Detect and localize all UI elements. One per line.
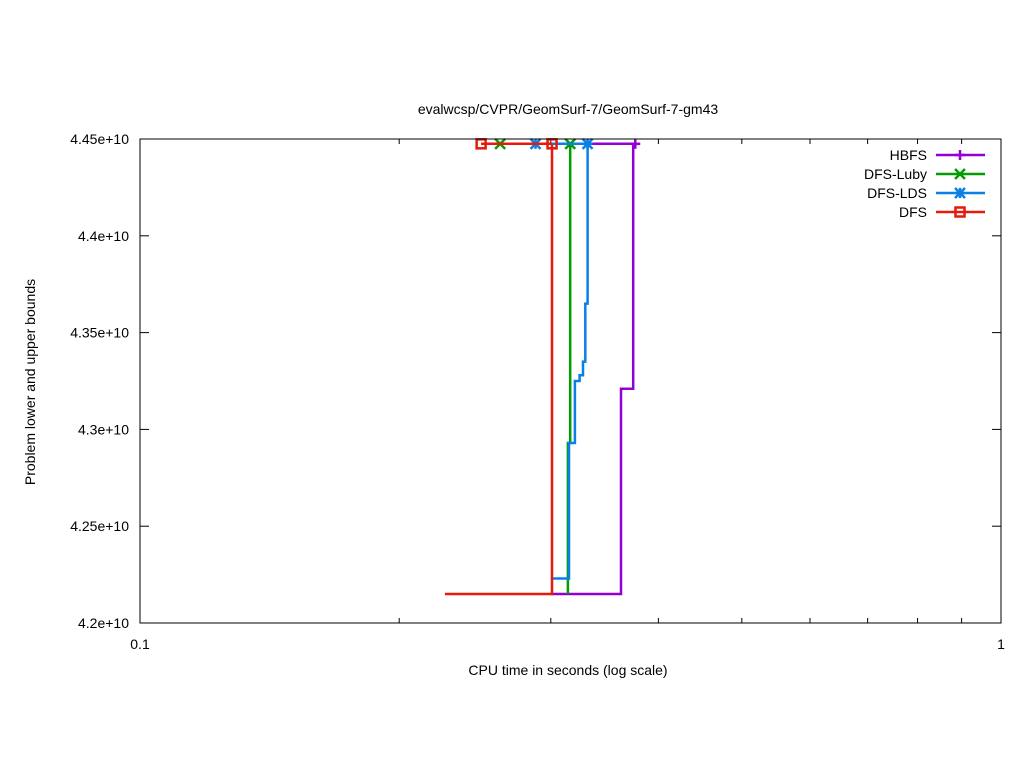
y-tick-label-3: 4.35e+10 — [70, 325, 129, 341]
chart-title: evalwcsp/CVPR/GeomSurf-7/GeomSurf-7-gm43 — [418, 101, 719, 117]
series-lower-bound-line — [550, 144, 635, 596]
y-tick-label-1: 4.25e+10 — [70, 518, 129, 534]
series-lower-bound-line — [550, 144, 589, 580]
series-point-marker — [581, 137, 594, 150]
legend-marker-2 — [954, 187, 966, 199]
legend-marker-1 — [954, 168, 966, 180]
x-axis-label: CPU time in seconds (log scale) — [468, 662, 667, 678]
legend-label-0: HBFS — [890, 147, 927, 163]
series-dfs-lds — [529, 137, 594, 580]
axis-ticks: 4.2e+10 4.25e+10 4.3e+10 4.35e+10 4.4e+10 4.4… — [70, 131, 1005, 652]
y-tick-label-5: 4.45e+10 — [70, 131, 129, 147]
series-dfs — [444, 138, 558, 596]
y-tick-label-2: 4.3e+10 — [78, 421, 129, 437]
y-tick-label-0: 4.2e+10 — [78, 615, 129, 631]
x-tick-label-0: 0.1 — [130, 636, 150, 652]
series-hbfs — [550, 138, 641, 596]
legend-marker-0 — [955, 150, 965, 160]
series-point-marker — [630, 138, 641, 149]
y-axis-label: Problem lower and upper bounds — [22, 279, 38, 485]
legend-label-1: DFS-Luby — [864, 166, 927, 182]
legend: HBFS DFS-Luby DFS-LDS DFS — [864, 147, 985, 220]
series-lower-bound-line — [444, 144, 554, 596]
plot-area-frame — [139, 138, 1002, 624]
legend-label-2: DFS-LDS — [867, 185, 927, 201]
legend-marker-3 — [954, 206, 966, 218]
x-tick-label-1: 1 — [997, 636, 1005, 652]
series-dfs-luby — [494, 137, 577, 594]
legend-label-3: DFS — [899, 204, 927, 220]
plot-series — [444, 137, 641, 596]
y-tick-label-4: 4.4e+10 — [78, 228, 129, 244]
